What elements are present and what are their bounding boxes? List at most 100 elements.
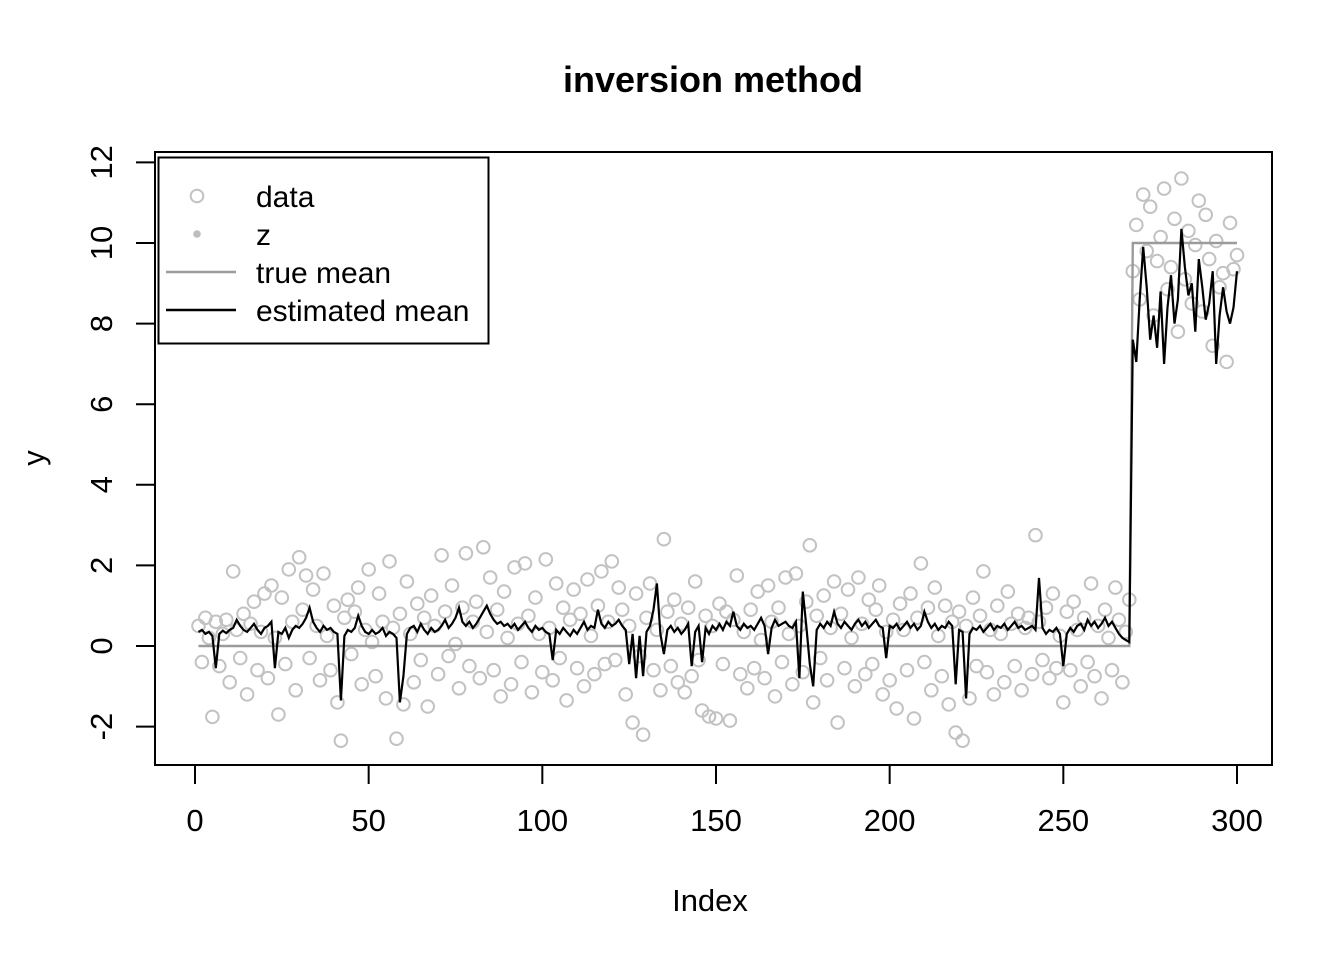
data-point [455, 600, 470, 616]
data-point [760, 578, 776, 593]
data-point [677, 685, 693, 700]
legend-filled-dot-icon [193, 230, 201, 238]
data-point [687, 574, 703, 589]
data-point [826, 574, 842, 589]
data-point [799, 594, 814, 610]
data-point [285, 614, 300, 630]
data-point [889, 701, 904, 716]
data-point [246, 594, 262, 610]
data-point [573, 606, 588, 622]
data-point [350, 580, 366, 595]
data-point [903, 586, 918, 601]
data-point [1226, 261, 1241, 277]
data-point [743, 602, 759, 618]
data-point [524, 685, 540, 700]
data-point [594, 564, 609, 579]
data-point [868, 602, 884, 618]
data-point [1222, 215, 1238, 231]
data-point [225, 564, 241, 579]
data-point [291, 550, 307, 565]
data-point [1118, 624, 1134, 640]
data-point [423, 588, 439, 603]
data-point [260, 670, 276, 686]
data-point [416, 610, 432, 626]
axis-ticks: 0 50 100 150 200 250 300 -2 0 2 4 6 8 10 12 [84, 145, 1263, 838]
data-point [795, 664, 811, 680]
data-point [326, 598, 342, 614]
data-point [482, 570, 498, 585]
data-point [548, 576, 564, 591]
legend-box [157, 156, 490, 345]
data-point [448, 636, 463, 652]
data-point [722, 713, 738, 728]
data-point [976, 564, 991, 579]
data-point [340, 592, 356, 608]
data-point [771, 600, 786, 616]
data-point [434, 548, 449, 563]
data-point [851, 570, 866, 585]
data-point [496, 584, 512, 599]
data-point [559, 693, 574, 708]
data-point [1104, 662, 1120, 678]
data-point [236, 606, 251, 622]
data-point [413, 652, 429, 668]
data-point [941, 697, 957, 712]
data-point [958, 618, 974, 634]
data-point [649, 622, 665, 638]
data-point [232, 650, 248, 666]
data-point [802, 538, 818, 553]
x-tick-label: 0 [186, 803, 203, 838]
data-point [274, 590, 290, 605]
x-tick-label: 100 [516, 803, 568, 838]
data-point [1208, 233, 1224, 249]
data-point [271, 707, 286, 722]
data-point [618, 687, 634, 702]
data-point [333, 733, 349, 749]
data-point [913, 556, 929, 571]
data-point [194, 654, 210, 670]
data-point [500, 630, 515, 646]
data-point [882, 673, 898, 688]
data-point [635, 727, 651, 743]
data-point [1142, 199, 1158, 214]
data-point [788, 566, 804, 581]
data-point [458, 546, 474, 561]
data-point [660, 604, 675, 620]
data-point [330, 695, 345, 710]
data-point [750, 584, 766, 599]
data-point [1056, 695, 1071, 710]
data-point [389, 731, 404, 747]
data-point [281, 562, 297, 577]
x-tick-label: 250 [1037, 803, 1089, 838]
data-point [684, 668, 700, 684]
data-point [1111, 612, 1127, 628]
plot-border [154, 151, 1273, 766]
data-point [368, 668, 383, 684]
data-point [1063, 662, 1078, 678]
x-tick-label: 50 [351, 803, 385, 838]
data-point [316, 566, 331, 581]
data-point [767, 689, 783, 704]
data-point [819, 673, 835, 688]
data-point [972, 608, 988, 624]
x-tick-label: 150 [690, 803, 742, 838]
data-point [1045, 586, 1061, 601]
y-tick-label: 2 [84, 557, 119, 574]
data-point [219, 612, 234, 628]
data-point [1163, 259, 1179, 275]
data-point [837, 660, 852, 676]
data-point [1101, 630, 1116, 646]
data-point [451, 681, 467, 696]
data-point [486, 662, 502, 678]
data-point [847, 679, 863, 694]
data-point [399, 574, 415, 589]
data-point [302, 650, 317, 666]
data-point [371, 586, 387, 601]
data-point [865, 656, 880, 672]
data-point [774, 654, 790, 670]
data-point [1156, 181, 1172, 196]
y-tick-label: -2 [84, 713, 119, 741]
data-point [746, 660, 762, 676]
data-point [646, 662, 661, 678]
data-point [528, 590, 543, 605]
